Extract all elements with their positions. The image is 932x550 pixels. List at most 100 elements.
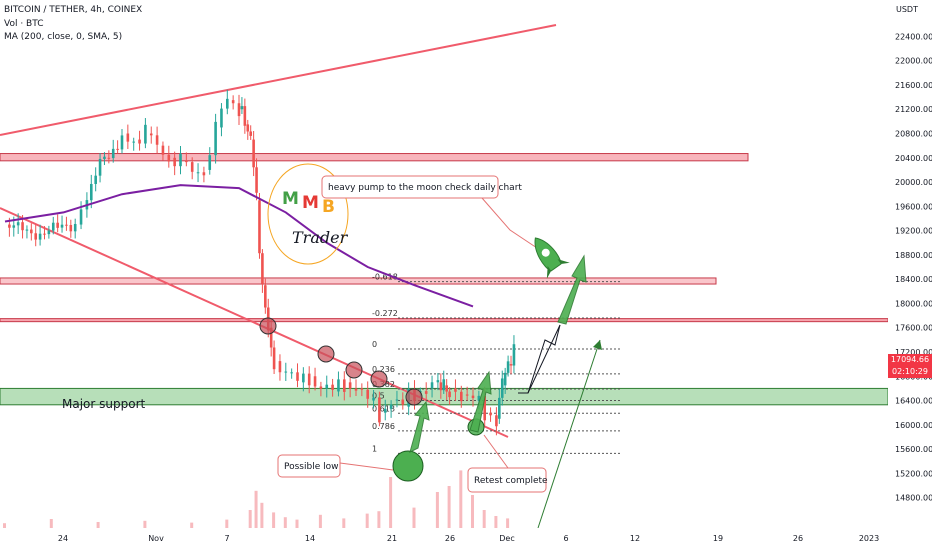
candle-body xyxy=(144,124,147,144)
time-tick-label: Dec xyxy=(499,534,514,543)
price-axis[interactable]: 22400.00 22000.00 21600.00 21200.00 20800.00… xyxy=(888,0,932,528)
time-tick-label: 7 xyxy=(224,534,229,543)
logo-letter: M xyxy=(282,189,299,209)
candle-body xyxy=(261,253,264,284)
candle-body xyxy=(284,371,288,373)
upper-channel-line xyxy=(0,24,557,136)
candle-body xyxy=(313,376,317,387)
candle-body xyxy=(395,399,399,401)
price-tick-label: 14800.00 xyxy=(895,494,932,503)
candle-body xyxy=(60,224,64,228)
volume-bar xyxy=(377,511,381,528)
up-arrow-2 xyxy=(469,370,492,433)
candle-body xyxy=(73,223,77,232)
touch-point-marker xyxy=(317,345,335,363)
volume-bar xyxy=(190,522,194,528)
logo-letter: M xyxy=(302,193,319,213)
candle-body xyxy=(16,222,20,226)
candle-body xyxy=(34,233,38,240)
price-tick-label: 21600.00 xyxy=(895,81,932,90)
candle-body xyxy=(56,222,59,228)
volume-bar xyxy=(272,512,276,528)
candle-body xyxy=(208,155,212,170)
touch-point-marker xyxy=(370,370,388,388)
price-tick-label: 20400.00 xyxy=(895,154,932,163)
candle-body xyxy=(477,395,481,401)
candle-body xyxy=(269,327,273,348)
volume-bars xyxy=(3,470,510,528)
fib-level-label: 0.618 xyxy=(372,404,395,413)
volume-bar xyxy=(3,523,6,528)
price-tick-label: 19200.00 xyxy=(895,227,932,236)
candle-body xyxy=(190,162,194,172)
candle-body xyxy=(94,175,97,184)
candle-body xyxy=(439,382,443,391)
volume-bar xyxy=(412,507,416,528)
volume-bar xyxy=(225,519,229,528)
retest-callout-box xyxy=(467,467,547,493)
volume-bar xyxy=(506,518,510,528)
candle-body xyxy=(401,399,405,405)
possible-low-pointer xyxy=(339,462,394,471)
volume-bar xyxy=(254,490,258,528)
fib-level-label: 0 xyxy=(372,340,377,349)
candle-body xyxy=(471,395,475,399)
candle-body xyxy=(38,233,42,240)
price-axis-bg xyxy=(888,0,932,528)
candle-body xyxy=(500,378,504,398)
candle-body xyxy=(506,361,510,373)
candle-body xyxy=(383,408,387,413)
price-tick-label: 17600.00 xyxy=(895,324,932,333)
candle-body xyxy=(111,148,115,159)
price-tick-label: 20800.00 xyxy=(895,130,932,139)
candle-body xyxy=(8,224,11,228)
volume-bar xyxy=(365,513,369,528)
candle-body xyxy=(196,172,200,174)
candle-body xyxy=(389,404,393,409)
candle-body xyxy=(460,391,463,402)
price-tick-label: 21200.00 xyxy=(895,105,932,114)
candle-body xyxy=(243,106,247,126)
price-tick-label: 18400.00 xyxy=(895,275,932,284)
candle-body xyxy=(12,225,16,228)
volume-bar xyxy=(96,522,100,528)
candle-body xyxy=(185,160,188,163)
fib-level-label: -0.618 xyxy=(372,273,398,282)
candle-body xyxy=(430,382,434,389)
candle-body xyxy=(89,183,93,201)
candle-body xyxy=(214,121,217,156)
candle-body xyxy=(103,156,106,159)
time-tick-label: 21 xyxy=(387,534,397,543)
last-price-badge: 17094.66 02:10:29 xyxy=(888,354,932,378)
candle-body xyxy=(296,372,299,381)
path-arrow-2 xyxy=(527,324,561,394)
projection-arrowhead xyxy=(593,340,602,350)
fib-level-label: -0.272 xyxy=(372,309,398,318)
candle-body xyxy=(512,344,516,366)
ma-line xyxy=(4,184,474,308)
volume-bar xyxy=(447,486,451,528)
candle-body xyxy=(173,157,176,167)
price-tick-label: 16400.00 xyxy=(895,397,932,406)
touch-point-marker xyxy=(405,388,423,406)
candle-body xyxy=(495,415,498,427)
candle-body xyxy=(258,200,261,254)
retest-callout-text: Retest complete xyxy=(474,476,548,486)
candle-body xyxy=(240,106,244,110)
candle-body xyxy=(319,386,323,389)
candle-body xyxy=(465,394,469,396)
time-axis[interactable]: 24 Nov 7 14 21 26 Dec 6 12 19 26 2023 xyxy=(0,528,932,550)
candle-body xyxy=(498,397,501,419)
volume-bar xyxy=(494,516,498,528)
candle-body xyxy=(138,139,141,144)
candle-body xyxy=(278,361,282,373)
candle-body xyxy=(348,382,352,389)
volume-bar xyxy=(459,470,463,528)
bar-countdown: 02:10:29 xyxy=(892,367,928,376)
volume-bar xyxy=(260,502,264,528)
rocket-icon xyxy=(534,237,570,279)
candle-body xyxy=(454,388,457,392)
